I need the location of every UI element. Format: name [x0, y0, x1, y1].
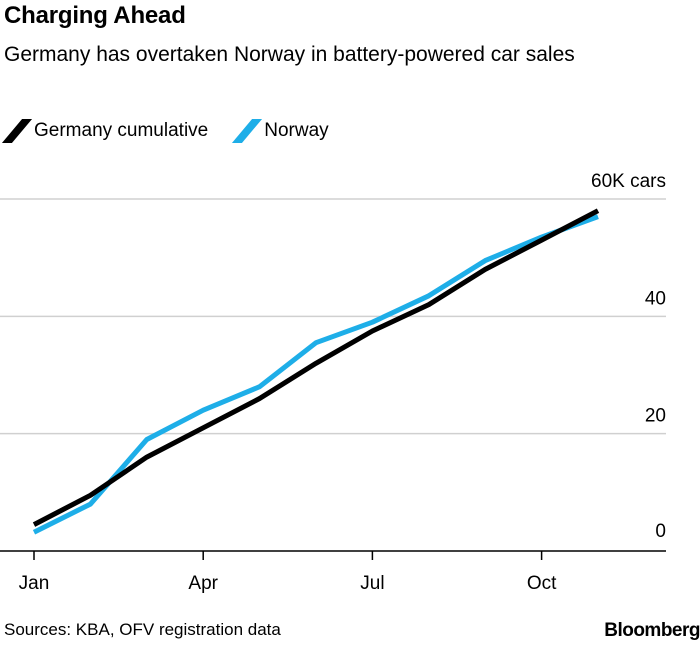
legend-item-germany: Germany cumulative — [1, 119, 209, 143]
legend-item-norway: Norway — [232, 119, 329, 143]
series-lines — [32, 208, 600, 535]
legend-label-norway: Norway — [264, 120, 329, 141]
legend-swatch-norway — [232, 119, 263, 143]
x-tick-label-oct: Oct — [527, 573, 557, 594]
x-axis — [0, 550, 666, 560]
legend-swatch-germany — [1, 119, 33, 143]
chart-subtitle: Germany has overtaken Norway in battery-… — [4, 43, 575, 66]
grid-lines — [0, 198, 666, 435]
series-line-germany — [32, 208, 600, 527]
line-chart: 0 20 40 60K cars Jan Apr Jul Oct — [0, 171, 666, 594]
legend: Germany cumulative Norway — [1, 118, 355, 144]
chart-title: Charging Ahead — [4, 2, 186, 29]
bloomberg-logo: Bloomberg — [604, 620, 700, 641]
x-tick-label-jul: Jul — [360, 573, 384, 594]
y-tick-label-60: 60K cars — [591, 171, 666, 192]
source-note: Sources: KBA, OFV registration data — [4, 620, 281, 639]
y-tick-label-0: 0 — [655, 521, 666, 542]
legend-label-germany: Germany cumulative — [34, 120, 209, 141]
y-tick-label-20: 20 — [645, 406, 666, 427]
series-line-norway — [32, 214, 599, 535]
y-axis-labels: 0 20 40 60K cars — [591, 171, 666, 542]
x-tick-label-jan: Jan — [19, 573, 50, 594]
x-axis-labels: Jan Apr Jul Oct — [19, 573, 557, 594]
x-tick-label-apr: Apr — [188, 573, 218, 594]
y-tick-label-40: 40 — [645, 288, 666, 309]
